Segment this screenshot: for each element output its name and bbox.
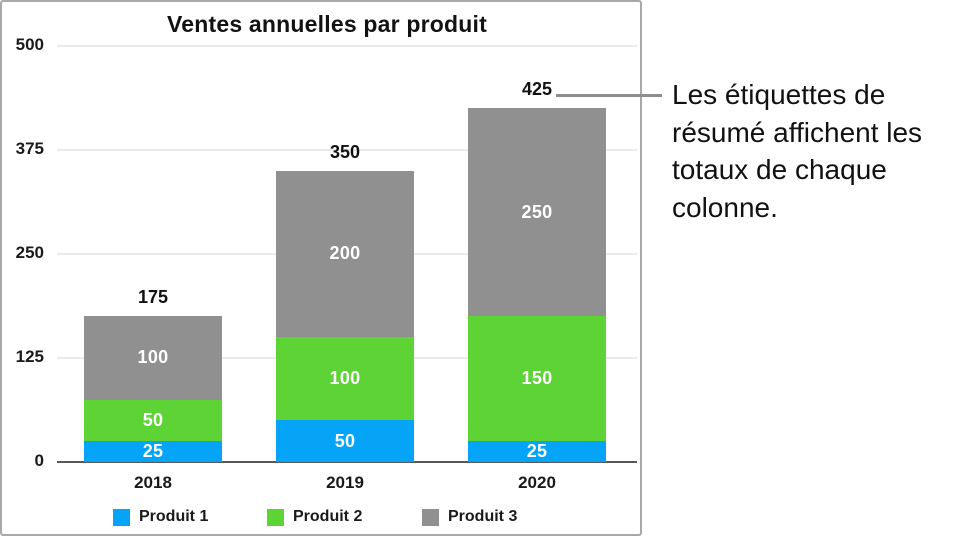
segment-value-label: 250 — [521, 201, 553, 222]
legend-swatch — [422, 508, 439, 526]
bar-segment-produit-1: 25 — [468, 441, 606, 462]
bar-segment-produit-2: 50 — [84, 399, 222, 442]
legend-item-produit-3: Produit 3 — [422, 508, 517, 526]
callout-text-line: Les étiquettes de — [672, 79, 886, 110]
chart-panel: Ventes annuelles par produit 500 375 250 12… — [0, 0, 642, 536]
gridline — [57, 149, 637, 151]
segment-value-label: 200 — [329, 243, 361, 264]
legend-label: Produit 3 — [448, 508, 518, 525]
callout-text: Les étiquettes de résumé affichent les t… — [672, 76, 947, 226]
y-axis-tick-label: 0 — [34, 451, 44, 470]
y-axis-tick-label: 250 — [15, 243, 44, 262]
y-axis-tick-label: 375 — [15, 139, 44, 158]
x-axis-category-label: 2020 — [518, 473, 556, 492]
x-axis-line — [57, 461, 637, 463]
segment-value-label: 150 — [521, 368, 553, 389]
segment-value-label: 100 — [329, 368, 361, 389]
callout-text-line: totaux de chaque — [672, 154, 887, 185]
bar-column-2018: 25 50 100 — [84, 2, 222, 462]
x-axis-category-label: 2018 — [134, 473, 172, 492]
bar-segment-produit-2: 100 — [276, 337, 414, 421]
legend-swatch — [113, 508, 130, 526]
segment-value-label: 25 — [526, 441, 548, 462]
bar-segment-produit-1: 25 — [84, 441, 222, 462]
y-axis-tick-label: 125 — [15, 347, 44, 366]
bar-column-2019: 50 100 200 — [276, 2, 414, 462]
bar-segment-produit-3: 250 — [468, 108, 606, 317]
legend-label: Produit 2 — [293, 508, 363, 525]
legend-label: Produit 1 — [139, 508, 209, 525]
segment-value-label: 25 — [142, 441, 164, 462]
total-label: 175 — [137, 287, 169, 308]
callout-text-line: colonne. — [672, 191, 778, 223]
plot-area: 500 375 250 125 0 25 50 100 175 2018 50 100 200 350 20… — [2, 2, 640, 534]
segment-value-label: 100 — [137, 347, 169, 368]
legend-swatch — [267, 508, 284, 526]
callout-text-line: résumé affichent les — [672, 116, 923, 148]
callout-leader-line — [556, 94, 662, 97]
segment-value-label: 50 — [142, 409, 164, 430]
segment-value-label: 50 — [334, 430, 356, 451]
bar-segment-produit-3: 100 — [84, 316, 222, 400]
x-axis-category-label: 2019 — [326, 473, 364, 492]
y-axis-tick-label: 500 — [15, 35, 44, 54]
bar-column-2020: 25 150 250 — [468, 2, 606, 462]
legend-item-produit-2: Produit 2 — [267, 508, 362, 526]
gridline — [57, 45, 637, 47]
chart-title: Ventes annuelles par produit — [166, 11, 487, 37]
bar-segment-produit-2: 150 — [468, 316, 606, 442]
bar-segment-produit-1: 50 — [276, 420, 414, 462]
legend-item-produit-1: Produit 1 — [113, 508, 208, 526]
bar-segment-produit-3: 200 — [276, 170, 414, 338]
total-label: 425 — [521, 79, 553, 100]
total-label: 350 — [329, 141, 361, 162]
